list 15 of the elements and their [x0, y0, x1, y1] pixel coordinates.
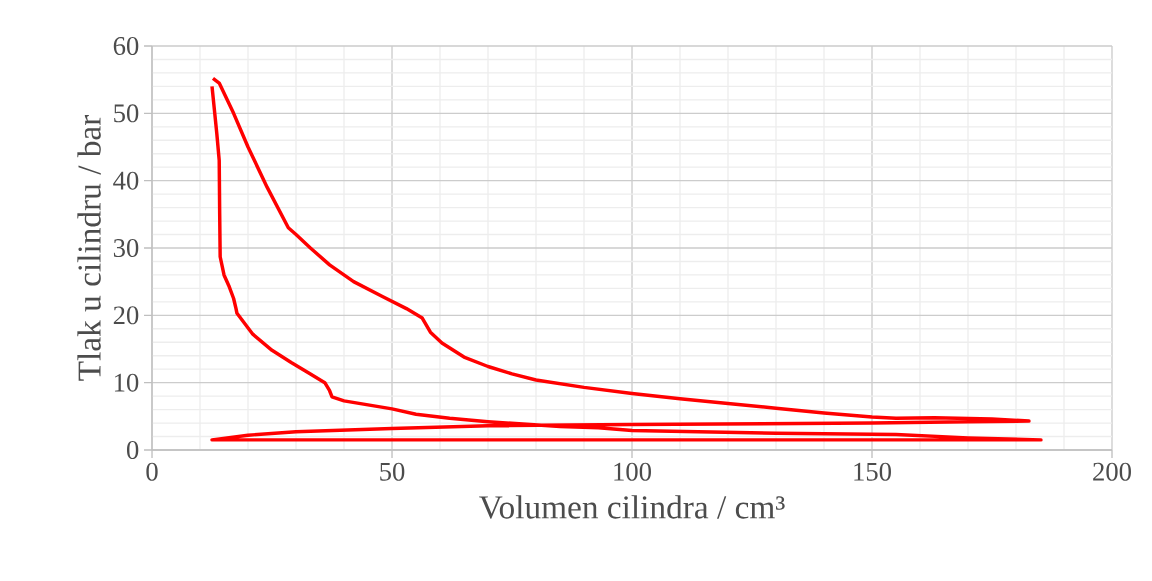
x-tick-label: 50 [380, 462, 405, 481]
y-axis-title: Tlak u cilindru / bar [77, 114, 101, 381]
y-tick-label: 40 [113, 171, 139, 190]
x-tick-label: 150 [854, 462, 891, 481]
y-tick-label: 20 [113, 306, 139, 325]
y-tick-label: 50 [114, 104, 139, 123]
y-tick-label: 30 [113, 239, 139, 257]
x-tick-label: 0 [146, 462, 158, 481]
line-series [210, 76, 1043, 442]
y-tick-label: 10 [114, 373, 139, 392]
x-axis-title: Volumen cilindra / cm³ [479, 495, 785, 519]
y-tick-label: 0 [126, 440, 139, 459]
y-tick-label: 60 [113, 37, 139, 55]
x-tick-label: 100 [614, 462, 651, 481]
x-tick-label: 200 [1093, 462, 1131, 481]
